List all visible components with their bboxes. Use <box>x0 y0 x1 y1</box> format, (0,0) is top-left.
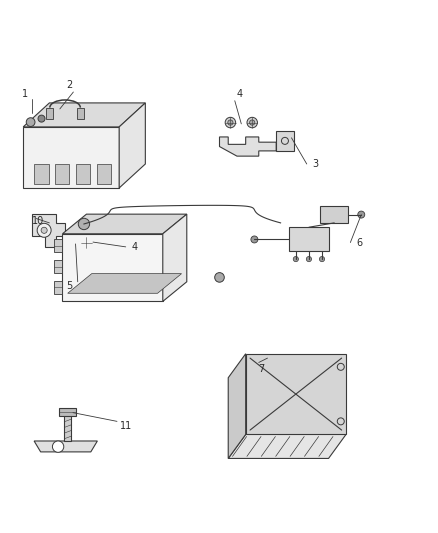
Polygon shape <box>219 137 276 156</box>
Polygon shape <box>23 103 145 127</box>
Circle shape <box>52 441 64 453</box>
Polygon shape <box>228 354 245 458</box>
Circle shape <box>38 115 45 122</box>
Text: 5: 5 <box>66 281 72 291</box>
Circle shape <box>26 118 35 126</box>
Circle shape <box>81 237 92 248</box>
Polygon shape <box>276 131 293 151</box>
Text: 3: 3 <box>312 159 318 169</box>
Bar <box>59 408 76 416</box>
Text: 11: 11 <box>119 421 131 431</box>
Text: 10: 10 <box>32 216 45 225</box>
Circle shape <box>37 223 51 237</box>
Circle shape <box>319 256 324 262</box>
Polygon shape <box>34 441 97 452</box>
Circle shape <box>84 240 89 245</box>
Polygon shape <box>67 273 181 293</box>
Circle shape <box>78 219 89 230</box>
Bar <box>53 281 62 294</box>
Circle shape <box>306 256 311 262</box>
Circle shape <box>251 236 257 243</box>
Circle shape <box>357 211 364 218</box>
Circle shape <box>249 120 254 125</box>
Bar <box>76 164 90 183</box>
Text: 2: 2 <box>66 80 72 91</box>
Text: 7: 7 <box>257 364 264 374</box>
Text: 4: 4 <box>131 242 137 252</box>
Circle shape <box>214 272 224 282</box>
Bar <box>64 414 71 441</box>
Circle shape <box>41 227 47 233</box>
Circle shape <box>225 117 235 128</box>
Bar <box>97 164 111 183</box>
Bar <box>53 261 62 272</box>
Bar <box>77 108 84 118</box>
Polygon shape <box>23 127 119 188</box>
Polygon shape <box>245 354 345 434</box>
Text: 4: 4 <box>236 89 242 99</box>
Polygon shape <box>32 214 64 247</box>
Bar <box>34 164 48 183</box>
Polygon shape <box>62 234 162 301</box>
Bar <box>46 108 53 118</box>
Polygon shape <box>162 214 186 301</box>
Polygon shape <box>119 103 145 188</box>
Text: 1: 1 <box>22 89 28 99</box>
FancyBboxPatch shape <box>289 227 328 251</box>
Polygon shape <box>228 434 345 458</box>
Bar <box>53 239 62 252</box>
FancyBboxPatch shape <box>319 206 347 223</box>
Circle shape <box>247 117 257 128</box>
Bar <box>55 164 69 183</box>
Circle shape <box>293 256 298 262</box>
Text: 6: 6 <box>355 238 361 247</box>
Circle shape <box>227 120 233 125</box>
Polygon shape <box>62 214 186 234</box>
